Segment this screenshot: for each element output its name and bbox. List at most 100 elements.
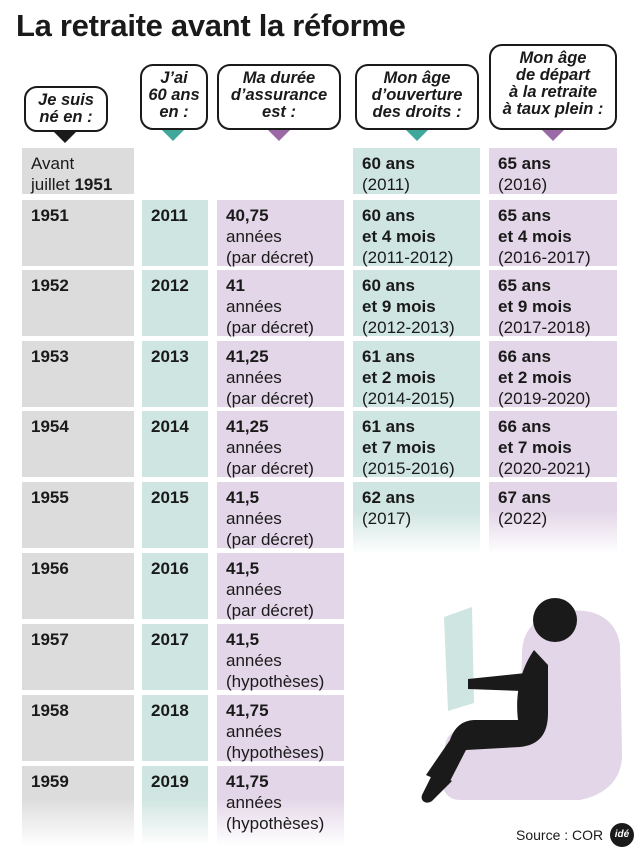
cell-year60: 2012: [142, 270, 208, 336]
fullrate-age: 65 ans et 9 mois: [498, 276, 572, 316]
source-note: Source : COR: [516, 827, 604, 843]
year-60: 2017: [151, 630, 189, 649]
fullrate-age: 66 ans et 7 mois: [498, 417, 572, 457]
opening-age: 61 ans et 2 mois: [362, 347, 436, 387]
duration-value: 41,25: [226, 417, 269, 436]
year-60: 2011: [151, 206, 188, 225]
cell-opening-age: 60 ans (2011): [353, 148, 480, 194]
cell-opening-age: 61 ans et 7 mois (2015-2016): [353, 411, 480, 478]
duration-note: années (par décret): [226, 227, 314, 267]
duration-note: années (par décret): [226, 368, 314, 408]
year-60: 2012: [151, 276, 189, 295]
year-60: 2015: [151, 488, 189, 507]
cell-fullrate-age: 66 ans et 7 mois (2020-2021): [489, 411, 617, 478]
cell-born: 1955: [22, 482, 134, 548]
duration-value: 41,75: [226, 772, 269, 791]
cell-fullrate-age: 65 ans (2016): [489, 148, 617, 194]
fullrate-age: 65 ans: [498, 154, 551, 173]
opening-years: (2012-2013): [362, 318, 455, 337]
born-year: 1957: [31, 630, 69, 649]
year-60: 2014: [151, 417, 189, 436]
cell-year60: 2017: [142, 624, 208, 690]
born-year: 1951: [74, 175, 113, 194]
opening-age: 61 ans et 7 mois: [362, 417, 436, 457]
cell-opening-age: 60 ans et 4 mois (2011-2012): [353, 200, 480, 267]
header-born: Je suis né en :: [24, 86, 108, 132]
header-age60: J’ai 60 ans en :: [140, 64, 208, 130]
duration-note: années (hypothèses): [226, 793, 325, 833]
born-year: 1951: [31, 206, 69, 225]
arrow-down-icon: [54, 132, 76, 143]
fullrate-age: 66 ans et 2 mois: [498, 347, 572, 387]
page-title: La retraite avant la réforme: [16, 8, 406, 43]
opening-age: 60 ans et 9 mois: [362, 276, 436, 316]
cell-duration: 41,75 années (hypothèses): [217, 695, 344, 762]
arrow-down-icon: [268, 130, 290, 141]
duration-note: années (par décret): [226, 297, 314, 337]
cell-fullrate-age: 66 ans et 2 mois (2019-2020): [489, 341, 617, 408]
duration-note: années (hypothèses): [226, 651, 325, 691]
duration-value: 41,5: [226, 488, 260, 507]
arrow-down-icon: [406, 130, 428, 141]
cell-born: 1958: [22, 695, 134, 761]
cell-opening-age: 61 ans et 2 mois (2014-2015): [353, 341, 480, 408]
cell-year60: 2019: [142, 766, 208, 846]
cell-born: 1956: [22, 553, 134, 619]
duration-note: années (par décret): [226, 438, 314, 478]
cell-born: 1957: [22, 624, 134, 690]
born-year: 1955: [31, 488, 69, 507]
opening-years: (2014-2015): [362, 389, 455, 408]
duration-note: années (par décret): [226, 580, 314, 620]
cell-year60: 2014: [142, 411, 208, 477]
cell-year60: 2013: [142, 341, 208, 407]
cell-fullrate-age: 65 ans et 9 mois (2017-2018): [489, 270, 617, 337]
cell-year60: 2015: [142, 482, 208, 548]
cell-fullrate-age: 67 ans (2022): [489, 482, 617, 554]
cell-born: 1951: [22, 200, 134, 266]
fullrate-years: (2016-2017): [498, 248, 591, 267]
fullrate-years: (2017-2018): [498, 318, 591, 337]
fullrate-age: 67 ans: [498, 488, 551, 507]
header-opening: Mon âge d’ouverture des droits :: [355, 64, 479, 130]
born-year: 1953: [31, 347, 69, 366]
born-year: 1954: [31, 417, 69, 436]
fullrate-years: (2016): [498, 175, 548, 194]
born-year: 1952: [31, 276, 69, 295]
duration-value: 41,5: [226, 630, 260, 649]
opening-years: (2011): [362, 175, 410, 194]
born-year: 1959: [31, 772, 69, 791]
cell-opening-age: 62 ans (2017): [353, 482, 480, 554]
cell-fullrate-age: 65 ans et 4 mois (2016-2017): [489, 200, 617, 267]
opening-years: (2017): [362, 509, 412, 528]
year-60: 2013: [151, 347, 189, 366]
cell-year60: 2018: [142, 695, 208, 761]
cell-born: 1953: [22, 341, 134, 407]
reading-person-armchair-icon: [421, 598, 622, 803]
header-fullrate: Mon âge de départ à la retraite à taux p…: [489, 44, 617, 130]
cell-born: Avant juillet 1951: [22, 148, 134, 194]
cell-born: 1959: [22, 766, 134, 846]
cell-duration: 41,5 années (hypothèses): [217, 624, 344, 691]
fullrate-years: (2022): [498, 509, 548, 528]
duration-note: années (par décret): [226, 509, 314, 549]
cell-duration: 41,75 années (hypothèses): [217, 766, 344, 846]
arrow-down-icon: [162, 130, 184, 141]
duration-value: 40,75: [226, 206, 269, 225]
opening-age: 60 ans: [362, 154, 415, 173]
opening-years: (2015-2016): [362, 459, 455, 478]
cell-year60: 2011: [142, 200, 208, 266]
born-year: 1958: [31, 701, 69, 720]
duration-value: 41: [226, 276, 245, 295]
year-60: 2016: [151, 559, 189, 578]
duration-value: 41,5: [226, 559, 260, 578]
ide-logo: idé: [610, 823, 634, 847]
fullrate-years: (2020-2021): [498, 459, 591, 478]
opening-age: 62 ans: [362, 488, 415, 507]
year-60: 2018: [151, 701, 189, 720]
born-prefix: Avant juillet: [31, 154, 75, 194]
duration-value: 41,25: [226, 347, 269, 366]
cell-duration: 41,25 années (par décret): [217, 341, 344, 408]
cell-duration: 41 années (par décret): [217, 270, 344, 337]
cell-duration: 41,5 années (par décret): [217, 482, 344, 549]
cell-opening-age: 60 ans et 9 mois (2012-2013): [353, 270, 480, 337]
